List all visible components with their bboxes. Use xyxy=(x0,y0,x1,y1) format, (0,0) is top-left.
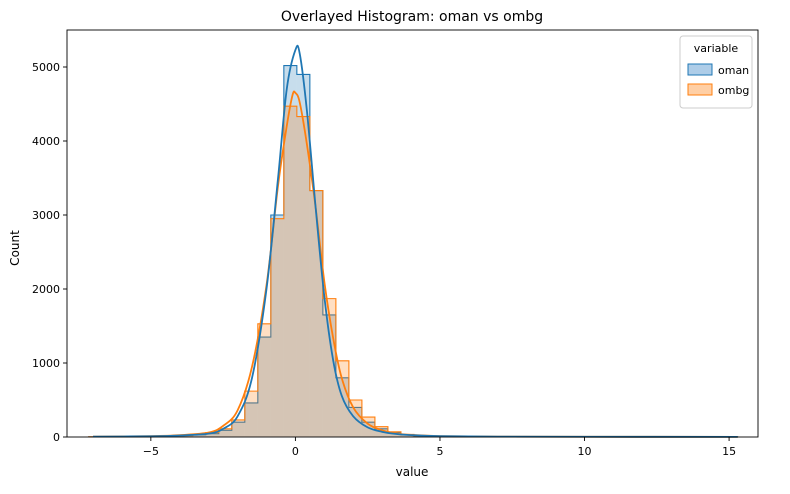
histogram-outline-oman xyxy=(89,66,738,437)
y-tick-label: 4000 xyxy=(32,135,60,148)
x-tick-label: 5 xyxy=(436,445,443,458)
bar-ombg-17 xyxy=(310,191,323,437)
y-tick-label: 3000 xyxy=(32,209,60,222)
y-tick-label: 0 xyxy=(53,431,60,444)
legend-swatch-ombg xyxy=(688,84,712,95)
bar-ombg-15 xyxy=(284,106,297,437)
chart-title: Overlayed Histogram: oman vs ombg xyxy=(281,9,543,25)
x-tick-label: 15 xyxy=(722,445,736,458)
kde-line-ombg xyxy=(93,91,738,436)
x-axis-label: value xyxy=(396,465,429,479)
x-tick-label: 10 xyxy=(578,445,592,458)
bar-ombg-14 xyxy=(271,219,284,437)
histogram-outline-ombg xyxy=(89,106,738,437)
kde-line-oman xyxy=(93,46,738,437)
legend-label-ombg: ombg xyxy=(718,84,749,97)
legend: variable oman ombg xyxy=(680,36,752,108)
y-tick-label: 1000 xyxy=(32,357,60,370)
plot-area xyxy=(89,46,738,437)
y-axis-label: Count xyxy=(8,230,22,266)
legend-title: variable xyxy=(694,42,739,55)
series-ombg xyxy=(89,106,738,437)
legend-label-oman: oman xyxy=(718,64,749,77)
legend-swatch-oman xyxy=(688,64,712,75)
y-tick-label: 5000 xyxy=(32,61,60,74)
y-tick-label: 2000 xyxy=(32,283,60,296)
axes: −5 0 5 10 15 0 1000 2000 3000 4000 5000 xyxy=(32,30,758,458)
bar-ombg-16 xyxy=(297,117,310,437)
x-tick-label: 0 xyxy=(292,445,299,458)
series-oman xyxy=(89,66,738,437)
x-tick-label: −5 xyxy=(143,445,159,458)
plot-frame xyxy=(67,30,758,437)
